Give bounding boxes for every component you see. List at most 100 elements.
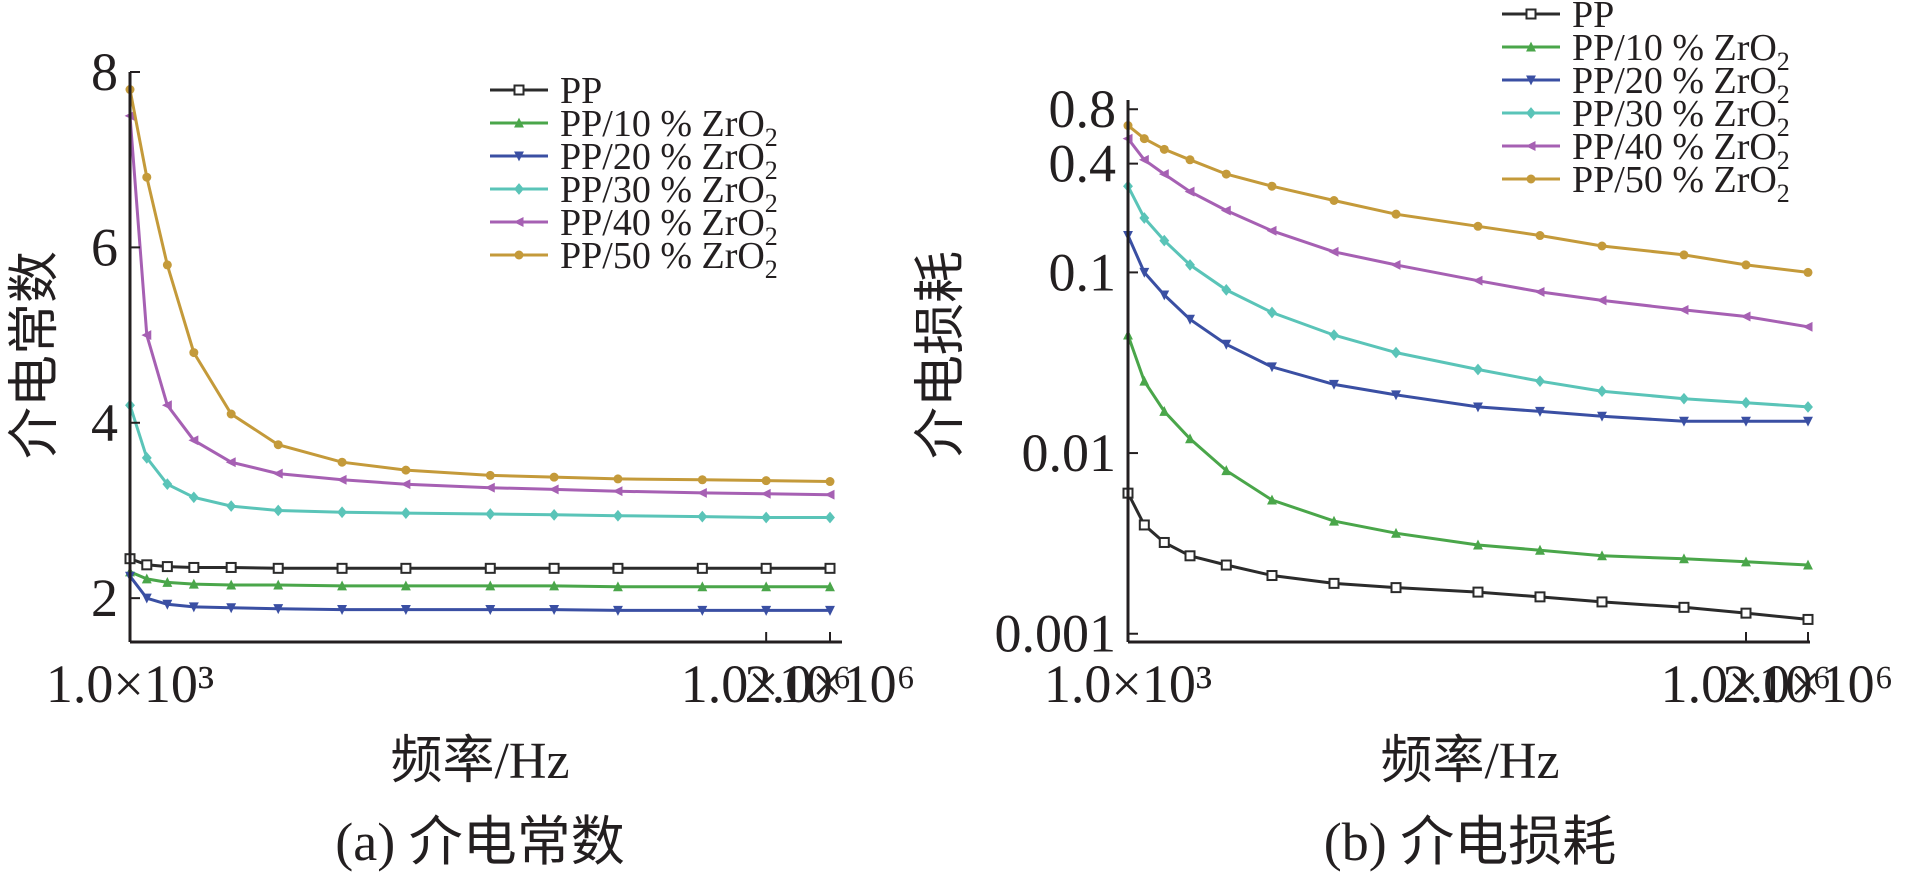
data-point xyxy=(161,561,173,573)
data-point xyxy=(225,457,236,468)
data-point xyxy=(612,581,623,592)
data-point xyxy=(484,562,496,574)
data-point xyxy=(337,457,347,467)
data-point xyxy=(485,470,495,480)
data-point xyxy=(1221,169,1231,179)
data-point xyxy=(1597,241,1607,251)
data-point xyxy=(162,599,173,610)
data-point xyxy=(161,400,172,411)
x-tick-label: 2.0×10⁶ xyxy=(745,654,916,714)
data-point xyxy=(273,604,284,615)
data-point xyxy=(825,581,835,592)
data-point xyxy=(1267,181,1277,191)
data-point xyxy=(1220,205,1231,216)
plot-area-a xyxy=(124,85,836,616)
data-point xyxy=(1267,306,1277,319)
y-tick-label: 0.1 xyxy=(1049,242,1117,302)
data-point xyxy=(1221,339,1232,350)
data-point xyxy=(400,507,411,519)
data-point xyxy=(696,562,708,574)
data-point xyxy=(400,479,411,490)
data-point xyxy=(1390,259,1401,270)
data-point xyxy=(1535,375,1545,388)
data-point xyxy=(1159,406,1170,416)
legend-label: PP/10 % ZrO2 xyxy=(560,103,778,152)
legend-swatch-marker xyxy=(1526,174,1536,184)
data-point xyxy=(1158,169,1169,180)
legend-swatch-marker xyxy=(514,183,524,195)
data-point xyxy=(162,478,173,491)
data-point xyxy=(1740,311,1751,322)
data-point xyxy=(1159,290,1170,301)
data-point xyxy=(825,511,835,524)
data-point xyxy=(1328,577,1340,589)
data-point xyxy=(226,500,237,512)
x-tick-label: 1.0×10⁶ xyxy=(1661,654,1832,714)
data-point xyxy=(1138,154,1149,165)
series-line xyxy=(128,115,831,497)
data-point xyxy=(1596,295,1607,306)
data-point xyxy=(825,477,835,487)
legend-swatch-marker xyxy=(1525,8,1537,20)
data-point xyxy=(1391,346,1401,359)
data-point xyxy=(1391,527,1401,538)
data-point xyxy=(1391,209,1401,219)
data-point xyxy=(1159,144,1169,154)
data-point xyxy=(1472,275,1483,286)
data-point xyxy=(1597,550,1607,561)
legend-label: PP/30 % ZrO2 xyxy=(560,169,778,218)
data-point xyxy=(1266,225,1277,236)
legend-swatch-marker xyxy=(1525,141,1536,151)
data-point xyxy=(1679,250,1689,260)
data-point xyxy=(1329,515,1339,526)
data-point xyxy=(824,562,836,574)
data-point xyxy=(825,605,835,616)
data-point xyxy=(400,562,412,574)
data-point xyxy=(697,510,708,523)
data-point xyxy=(761,476,771,486)
data-point xyxy=(1138,519,1150,531)
data-point xyxy=(485,580,496,591)
legend-swatch-marker xyxy=(1526,75,1536,86)
legend-swatch-marker xyxy=(513,217,524,227)
data-point xyxy=(548,484,559,495)
data-point xyxy=(226,579,237,590)
data-point xyxy=(1139,267,1150,278)
data-point xyxy=(401,465,411,475)
data-point xyxy=(613,474,623,484)
data-point xyxy=(1741,556,1751,567)
data-point xyxy=(1329,379,1339,390)
y-ticks-b: 0.001 0.01 0.1 0.40.8 xyxy=(995,79,1138,664)
data-point xyxy=(1185,259,1195,271)
data-point xyxy=(1679,553,1689,564)
series-line xyxy=(128,575,830,612)
legend-label: PP/30 % ZrO2 xyxy=(1572,93,1790,142)
data-point xyxy=(1678,304,1689,315)
data-point xyxy=(1139,134,1149,144)
legend-label: PP/20 % ZrO2 xyxy=(1572,60,1790,109)
series-line xyxy=(1126,492,1809,621)
data-point xyxy=(1597,411,1607,422)
data-point xyxy=(336,562,348,574)
data-point xyxy=(1535,231,1545,241)
data-point xyxy=(400,580,411,591)
data-point xyxy=(548,562,560,574)
data-point xyxy=(1534,286,1545,297)
data-point xyxy=(1472,586,1484,598)
data-point xyxy=(1184,550,1196,562)
legend-label: PP/50 % ZrO2 xyxy=(560,235,778,284)
y-tick-label: 4 xyxy=(91,393,118,453)
x-tick-label: 1.0×10³ xyxy=(1044,654,1212,714)
legend-swatch-marker xyxy=(513,84,525,96)
x-tick-label: 1.0×10³ xyxy=(46,654,214,714)
y-axis-title-a: 介电常数 xyxy=(7,251,64,459)
data-point xyxy=(1473,539,1483,550)
data-point xyxy=(141,559,153,571)
legend-label: PP/40 % ZrO2 xyxy=(560,202,778,251)
data-point xyxy=(1139,375,1150,386)
data-point xyxy=(188,435,199,446)
